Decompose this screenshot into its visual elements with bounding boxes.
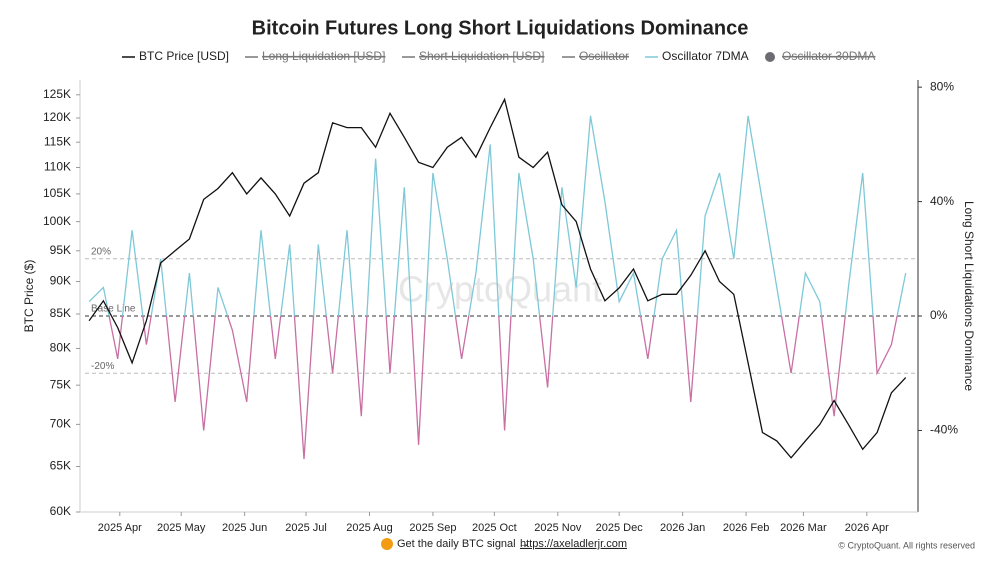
legend-item[interactable]: BTC Price [USD] [122, 49, 229, 63]
chart-title: Bitcoin Futures Long Short Liquidations … [252, 17, 749, 39]
reference-label: 20% [91, 246, 111, 257]
legend-label: Long Liquidation [USD] [262, 49, 385, 63]
x-tick-label: 2025 Aug [346, 522, 393, 534]
copyright: © CryptoQuant. All rights reserved [838, 540, 975, 550]
y-tick-label: 115K [44, 134, 71, 148]
y2-axis-title: Long Short Liquidations Dominance [962, 201, 976, 391]
y2-tick-label: 80% [930, 79, 954, 93]
x-tick-label: 2026 Feb [723, 522, 769, 534]
y-tick-label: 85K [50, 306, 71, 320]
x-tick-label: 2025 Jul [285, 522, 327, 534]
y-tick-label: 75K [50, 377, 71, 391]
x-tick-label: 2026 Apr [845, 522, 889, 534]
reference-label: -20% [91, 361, 114, 372]
y2-tick-label: 40% [930, 194, 954, 208]
legend-item[interactable]: Short Liquidation [USD] [402, 49, 545, 63]
y2-tick-label: -40% [930, 423, 958, 437]
footer-link[interactable]: https://axeladlerjr.com [520, 538, 627, 550]
y2-tick-label: 0% [930, 308, 948, 322]
reference-label: Base Line [91, 304, 136, 315]
legend-label: Oscillator 7DMA [662, 49, 749, 63]
x-tick-label: 2026 Jan [660, 522, 705, 534]
legend-label: Oscillator [579, 49, 629, 63]
x-tick-label: 2025 Dec [596, 522, 644, 534]
legend-label: Oscillator 30DMA [782, 49, 875, 63]
x-tick-label: 2025 Jun [222, 522, 267, 534]
y-tick-label: 65K [50, 459, 71, 473]
x-tick-label: 2025 Apr [98, 522, 142, 534]
x-tick-label: 2025 Nov [534, 522, 582, 534]
y-tick-label: 70K [50, 417, 71, 431]
y-tick-label: 60K [50, 504, 71, 518]
x-tick-label: 2025 Oct [472, 522, 517, 534]
y-tick-label: 120K [43, 110, 71, 124]
legend-item[interactable]: Oscillator 7DMA [645, 49, 749, 63]
legend-item[interactable]: Long Liquidation [USD] [245, 49, 386, 63]
footer-icon [381, 538, 393, 550]
series-line [88, 97, 907, 459]
series-line [88, 115, 907, 460]
y-axis-title: BTC Price ($) [22, 260, 36, 333]
y-tick-label: 105K [43, 186, 71, 200]
watermark: CryptoQuant [398, 269, 602, 310]
legend-item[interactable]: Oscillator 30DMA [765, 49, 876, 63]
y-tick-label: 110K [44, 160, 71, 174]
legend-label: BTC Price [USD] [139, 49, 229, 63]
legend-label: Short Liquidation [USD] [419, 49, 544, 63]
legend-item[interactable]: Oscillator [562, 49, 630, 63]
footer-text: Get the daily BTC signal → [397, 538, 530, 550]
y-tick-label: 100K [43, 214, 71, 228]
x-tick-label: 2026 Mar [780, 522, 827, 534]
legend-swatch [765, 52, 775, 62]
x-tick-label: 2025 May [157, 522, 206, 534]
y-tick-label: 90K [50, 274, 71, 288]
y-tick-label: 95K [50, 243, 71, 257]
y-tick-label: 80K [50, 341, 71, 355]
y-tick-label: 125K [43, 87, 71, 101]
x-tick-label: 2025 Sep [409, 522, 456, 534]
